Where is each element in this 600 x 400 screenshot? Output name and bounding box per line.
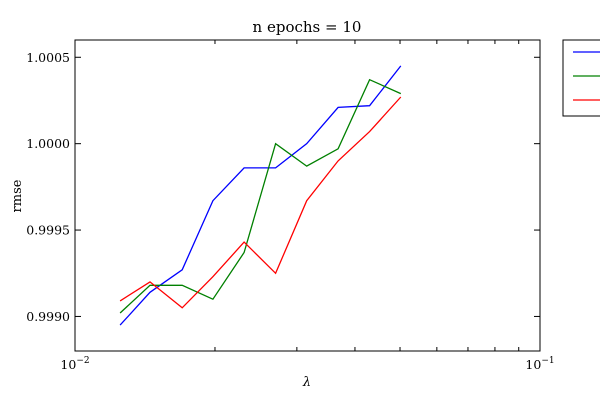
y-tick-label: 1.0000 bbox=[26, 136, 70, 151]
x-tick-label: 10−1 bbox=[525, 356, 554, 372]
series-line-1 bbox=[119, 65, 402, 326]
series-line-2 bbox=[119, 78, 402, 314]
series-line-3 bbox=[119, 96, 402, 309]
series-layer bbox=[119, 65, 402, 326]
x-tick-label: 10−2 bbox=[60, 356, 89, 372]
y-tick-label: 0.9990 bbox=[26, 309, 70, 324]
y-tick-label: 0.9995 bbox=[26, 223, 70, 238]
y-axis-label: rmse bbox=[10, 179, 25, 212]
x-axis-label: λ bbox=[302, 375, 311, 390]
plot-area bbox=[75, 40, 540, 351]
legend-entries bbox=[573, 51, 600, 101]
legend-box bbox=[562, 39, 600, 117]
plot-frame bbox=[74, 39, 541, 352]
chart-title: n epochs = 10 bbox=[253, 18, 362, 36]
y-tick-label: 1.0005 bbox=[26, 50, 70, 65]
legend bbox=[562, 39, 600, 117]
